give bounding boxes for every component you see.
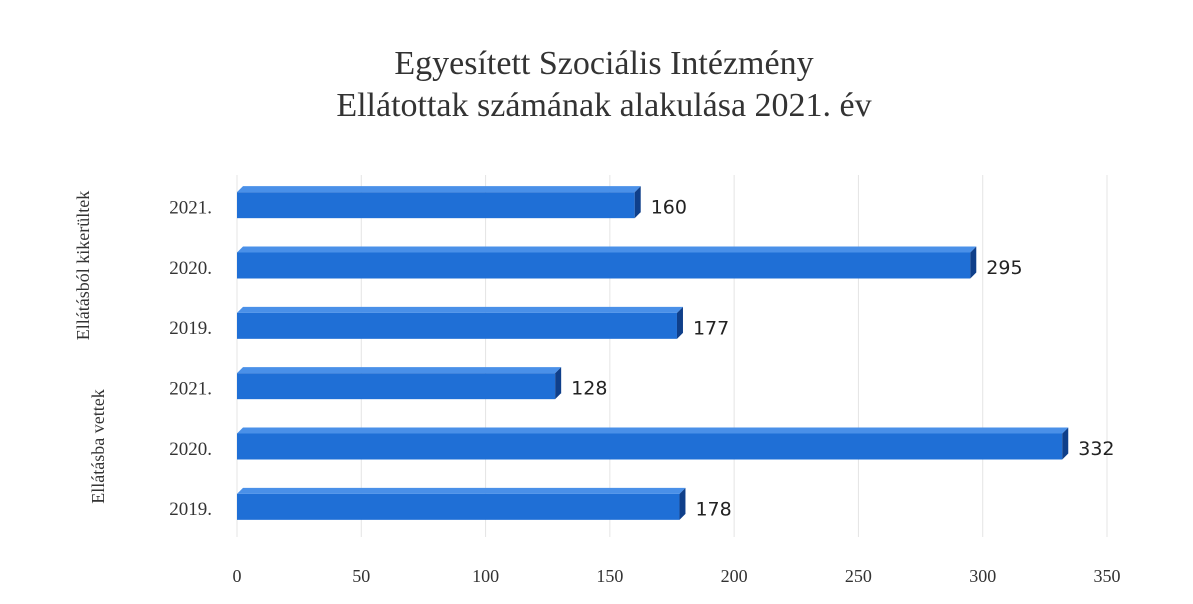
bar: [237, 433, 1063, 460]
bar-end-face: [555, 367, 562, 400]
y-tick-label: 2019.: [169, 318, 212, 339]
bar-top-face: [237, 367, 562, 374]
bar-end-face: [634, 186, 641, 219]
y-tick-label: 2020.: [169, 258, 212, 279]
x-tick-label: 50: [352, 566, 370, 586]
x-tick-label: 0: [233, 566, 242, 586]
bar: [237, 373, 556, 400]
chart-title: Egyesített Szociális Intézmény: [394, 45, 813, 82]
y-tick-label: 2019.: [169, 499, 212, 520]
data-label: 178: [695, 498, 731, 520]
group-label: Ellátásból kikerültek: [73, 191, 93, 340]
bar: [237, 493, 680, 520]
data-label: 160: [651, 197, 687, 219]
bar-end-face: [1062, 427, 1069, 460]
bar-end-face: [970, 246, 977, 279]
x-tick-label: 350: [1094, 566, 1121, 586]
bar: [237, 312, 677, 339]
x-tick-label: 300: [969, 566, 996, 586]
x-tick-label: 100: [472, 566, 499, 586]
bar-top-face: [237, 306, 683, 313]
data-label: 332: [1078, 438, 1114, 460]
data-label: 295: [986, 257, 1022, 279]
bar: [237, 192, 635, 219]
y-tick-label: 2021.: [169, 198, 212, 219]
bar-top-face: [237, 186, 641, 193]
bar-top-face: [237, 246, 977, 253]
bar-end-face: [679, 487, 686, 520]
bar-end-face: [676, 306, 683, 339]
data-label: 128: [571, 378, 607, 400]
x-tick-label: 250: [845, 566, 872, 586]
y-tick-label: 2021.: [169, 379, 212, 400]
bar: [237, 252, 971, 279]
x-tick-label: 200: [721, 566, 748, 586]
group-label: Ellátásba vettek: [88, 389, 108, 503]
bar-top-face: [237, 487, 686, 494]
y-tick-label: 2020.: [169, 439, 212, 460]
data-label: 177: [693, 317, 729, 339]
chart-subtitle: Ellátottak számának alakulása 2021. év: [336, 87, 871, 124]
bar-top-face: [237, 427, 1069, 434]
x-tick-label: 150: [596, 566, 623, 586]
